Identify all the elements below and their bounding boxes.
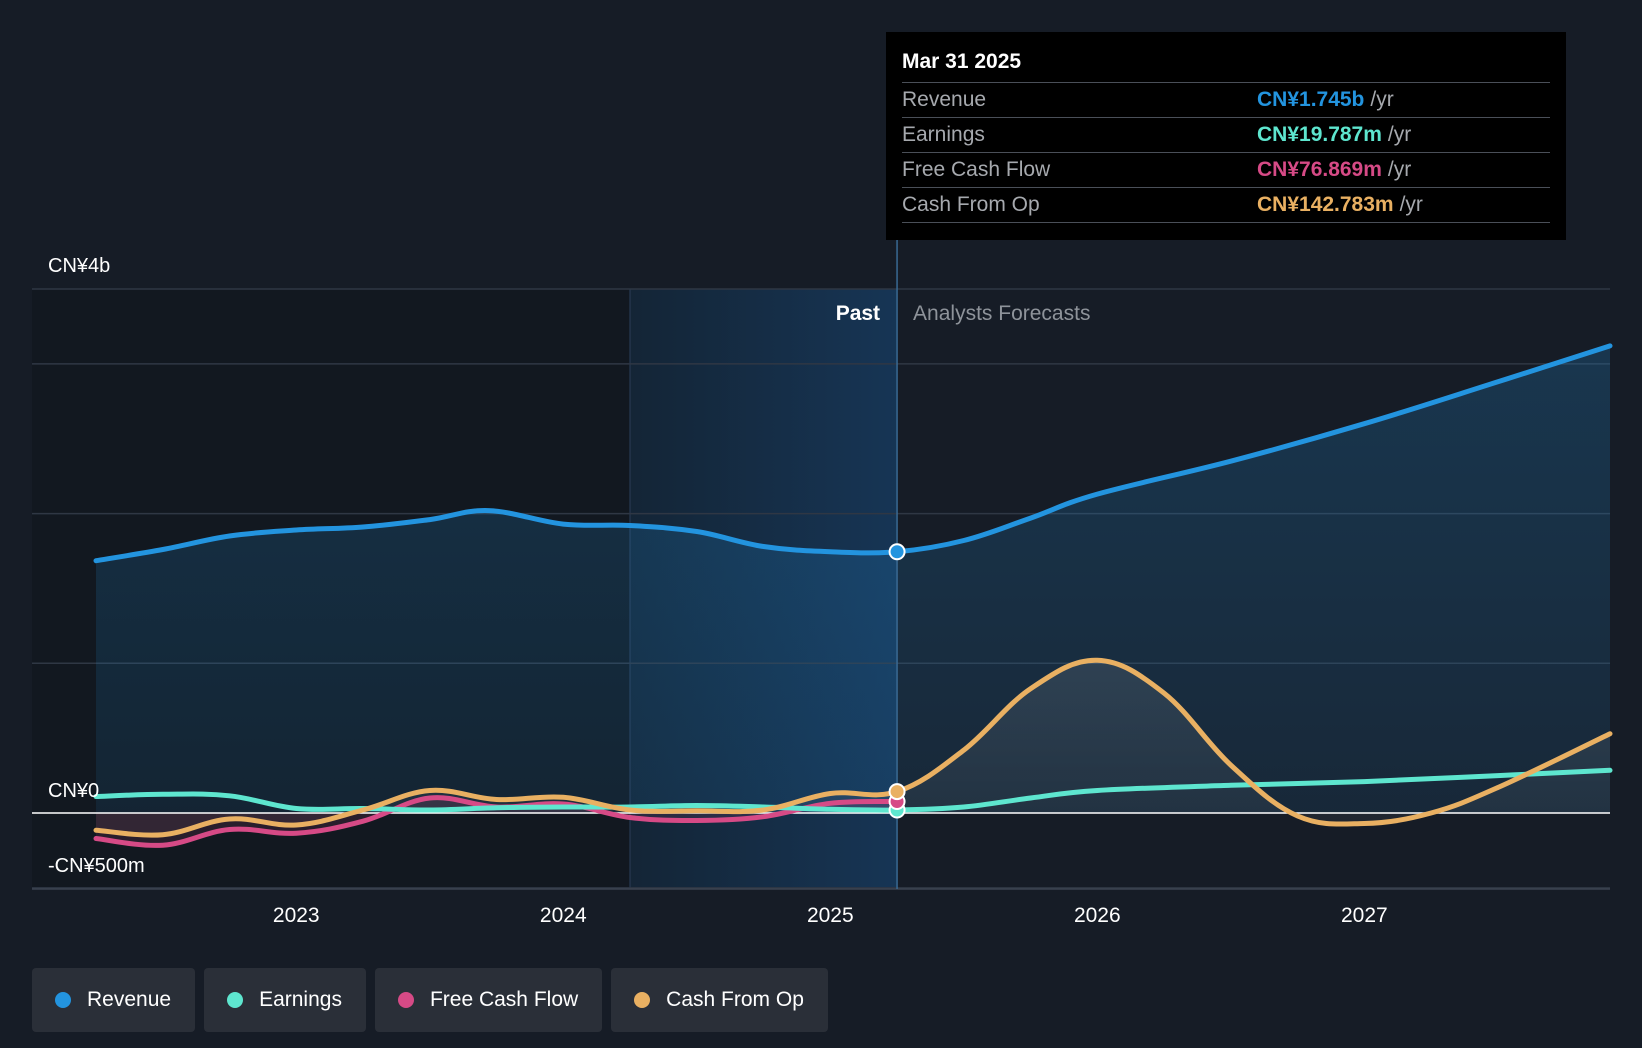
tooltip-row-cash-from-op: Cash From Op CN¥142.783m /yr bbox=[902, 188, 1550, 223]
revenue-line bbox=[93, 343, 1613, 564]
revenue-marker bbox=[888, 543, 906, 561]
cash-from-op-area bbox=[96, 660, 1610, 836]
earnings-dot-icon bbox=[227, 992, 244, 1008]
cash-from-op-marker bbox=[888, 783, 906, 801]
tooltip-row-free-cash-flow: Free Cash Flow CN¥76.869m /yr bbox=[902, 153, 1550, 188]
y-tick-label: CN¥0 bbox=[48, 780, 99, 802]
past-label: Past bbox=[836, 302, 880, 325]
x-tick-label: 2024 bbox=[540, 904, 587, 927]
forecast-label: Analysts Forecasts bbox=[913, 302, 1090, 325]
tooltip-value: CN¥142.783m bbox=[1257, 193, 1394, 216]
tooltip-value: CN¥1.745b bbox=[1257, 88, 1365, 111]
earnings-line bbox=[93, 767, 1613, 813]
tooltip-unit: /yr bbox=[1387, 123, 1412, 146]
y-tick-label: -CN¥500m bbox=[48, 855, 145, 877]
y-tick-label: CN¥4b bbox=[48, 255, 110, 277]
tooltip-unit: /yr bbox=[1370, 88, 1394, 111]
legend-item-cash-from-op[interactable]: Cash From Op bbox=[611, 968, 828, 1032]
legend-item-earnings[interactable]: Earnings bbox=[204, 968, 366, 1032]
tooltip-date: Mar 31 2025 bbox=[902, 46, 1550, 83]
free-cash-flow-dot-icon bbox=[397, 992, 414, 1008]
chart-legend: Revenue Earnings Free Cash Flow Cash Fro… bbox=[32, 968, 828, 1032]
legend-label: Cash From Op bbox=[666, 988, 804, 1011]
tooltip-row-revenue: Revenue CN¥1.745b /yr bbox=[902, 83, 1550, 118]
chart-tooltip: Mar 31 2025 Revenue CN¥1.745b /yr Earnin… bbox=[886, 32, 1566, 240]
x-tick-label: 2026 bbox=[1074, 904, 1121, 927]
cash-from-op-line bbox=[93, 657, 1613, 838]
legend-label: Revenue bbox=[87, 988, 172, 1011]
legend-item-revenue[interactable]: Revenue bbox=[32, 968, 196, 1032]
legend-item-free-cash-flow[interactable]: Free Cash Flow bbox=[374, 968, 603, 1032]
tooltip-row-earnings: Earnings CN¥19.787m /yr bbox=[902, 118, 1550, 153]
x-tick-label: 2023 bbox=[273, 904, 320, 927]
legend-label: Earnings bbox=[259, 988, 342, 1011]
tooltip-label: Free Cash Flow bbox=[902, 158, 1051, 181]
tooltip-value: CN¥76.869m bbox=[1257, 158, 1382, 181]
x-tick-label: 2025 bbox=[807, 904, 854, 927]
legend-label: Free Cash Flow bbox=[429, 988, 579, 1011]
cash-from-op-dot-icon bbox=[634, 992, 651, 1008]
tooltip-label: Revenue bbox=[902, 88, 987, 111]
x-tick-label: 2027 bbox=[1341, 904, 1388, 927]
revenue-dot-icon bbox=[55, 992, 71, 1008]
tooltip-label: Earnings bbox=[902, 123, 985, 146]
tooltip-label: Cash From Op bbox=[902, 193, 1040, 216]
tooltip-value: CN¥19.787m bbox=[1257, 123, 1382, 146]
tooltip-unit: /yr bbox=[1387, 158, 1412, 181]
tooltip-unit: /yr bbox=[1399, 193, 1423, 216]
